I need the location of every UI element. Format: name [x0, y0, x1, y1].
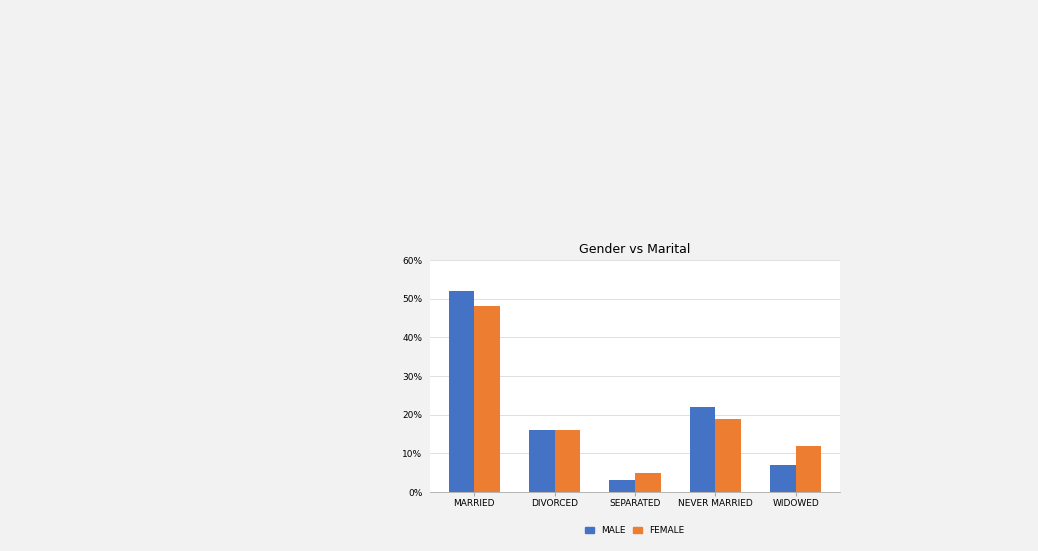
Bar	[715, 419, 741, 492]
Bar	[770, 465, 796, 492]
Bar	[448, 291, 474, 492]
Bar	[474, 306, 500, 492]
Title: Gender vs Marital: Gender vs Marital	[579, 243, 690, 256]
Bar	[689, 407, 715, 492]
Bar	[796, 446, 821, 492]
Bar	[529, 430, 554, 492]
Legend: MALE, FEMALE: MALE, FEMALE	[581, 522, 688, 538]
Bar	[554, 430, 580, 492]
Bar	[609, 480, 635, 492]
Bar	[635, 473, 661, 492]
